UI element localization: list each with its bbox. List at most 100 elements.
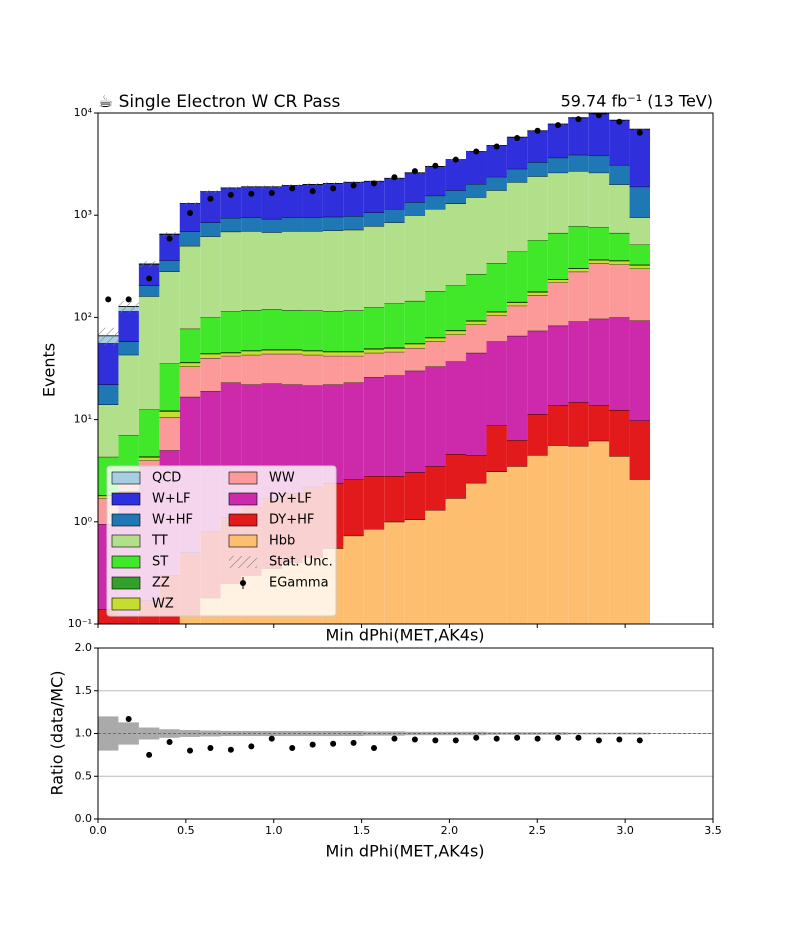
stack-segment [507, 252, 527, 302]
legend-label: ZZ [152, 576, 170, 591]
stack-segment [323, 352, 343, 356]
stat-unc [221, 187, 241, 190]
stack-segment [466, 455, 486, 483]
stack-segment [159, 417, 179, 450]
stack-segment [507, 306, 527, 336]
ratio-point [289, 745, 295, 751]
ratio-point [167, 739, 173, 745]
data-point [126, 296, 132, 302]
stack-segment [466, 274, 486, 320]
stack-segment [302, 351, 322, 355]
stack-segment [302, 217, 322, 231]
stack-segment [446, 204, 466, 286]
stack-segment [527, 176, 547, 240]
stack-segment [343, 479, 363, 535]
data-point [535, 128, 541, 134]
stack-segment [364, 226, 384, 307]
legend-label: DY+HF [269, 513, 314, 528]
stack-segment [364, 213, 384, 227]
stack-segment [527, 240, 547, 291]
legend-swatch [229, 472, 257, 484]
stack-segment [262, 219, 282, 232]
stack-segment [466, 152, 486, 184]
x-tick-label: 2.5 [529, 824, 547, 837]
stack-segment [568, 272, 588, 322]
stack-segment [507, 182, 527, 251]
stack-segment [118, 342, 138, 355]
legend-label: W+LF [152, 492, 190, 507]
ratio-point [412, 736, 418, 742]
ratio-point [432, 737, 438, 743]
ratio-point [207, 745, 213, 751]
stack-segment [221, 311, 241, 352]
x-axis-label: Min dPhi(MET,AK4s) [325, 842, 484, 861]
ratio-point [596, 737, 602, 743]
data-point [473, 149, 479, 155]
stack-segment [180, 363, 200, 367]
stack-segment [548, 158, 568, 173]
stack-segment [118, 311, 138, 341]
stack-segment [466, 197, 486, 274]
ratio-point [269, 736, 275, 742]
stack-segment [221, 218, 241, 232]
stack-segment [589, 263, 609, 319]
stack-segment [589, 155, 609, 172]
data-point [248, 191, 254, 197]
legend-label: ST [152, 555, 168, 570]
stack-segment [609, 184, 629, 233]
stack-segment [343, 356, 363, 383]
ratio-axis-label: Ratio (data/MC) [48, 670, 67, 795]
stack-segment [568, 269, 588, 272]
stack-segment [405, 202, 425, 215]
stack-segment [159, 261, 179, 272]
legend-swatch [229, 535, 257, 547]
stack-segment [609, 261, 629, 265]
stack-segment [405, 215, 425, 301]
stack-segment [527, 292, 547, 295]
stack-segment [364, 377, 384, 476]
y-tick-label: 0.0 [75, 812, 93, 825]
legend-swatch [112, 535, 140, 547]
data-point [637, 130, 643, 136]
data-point [453, 157, 459, 163]
stack-segment [568, 226, 588, 268]
stack-segment [548, 326, 568, 405]
stack-segment [384, 352, 404, 376]
stack-segment [405, 344, 425, 348]
legend-label: QCD [152, 471, 181, 486]
stack-segment [630, 187, 650, 218]
stack-segment [384, 348, 404, 352]
stack-segment [630, 265, 650, 269]
stack-segment [98, 343, 118, 384]
stack-segment [548, 233, 568, 279]
stack-segment [221, 232, 241, 312]
stack-segment [507, 336, 527, 440]
stack-segment [200, 222, 220, 236]
stack-segment [159, 412, 179, 418]
stack-segment [446, 331, 466, 335]
data-point [187, 210, 193, 216]
data-point [432, 163, 438, 169]
stack-segment [609, 120, 629, 165]
stat-unc [262, 185, 282, 188]
ratio-point [514, 735, 520, 741]
stack-segment [486, 263, 506, 311]
stack-segment [180, 329, 200, 362]
stack-segment [425, 291, 445, 337]
stack-segment [589, 173, 609, 228]
legend-swatch [112, 577, 140, 589]
legend-swatch [229, 493, 257, 505]
stack-segment [405, 301, 425, 343]
stack-segment [343, 383, 363, 480]
legend-swatch [240, 580, 246, 586]
data-point [207, 196, 213, 202]
stack-segment [527, 131, 547, 162]
data-point [514, 135, 520, 141]
data-point [371, 180, 377, 186]
data-point [616, 119, 622, 125]
legend-swatch [112, 472, 140, 484]
stack-segment [384, 222, 404, 303]
stack-segment [364, 353, 384, 377]
legend-swatch [112, 556, 140, 568]
